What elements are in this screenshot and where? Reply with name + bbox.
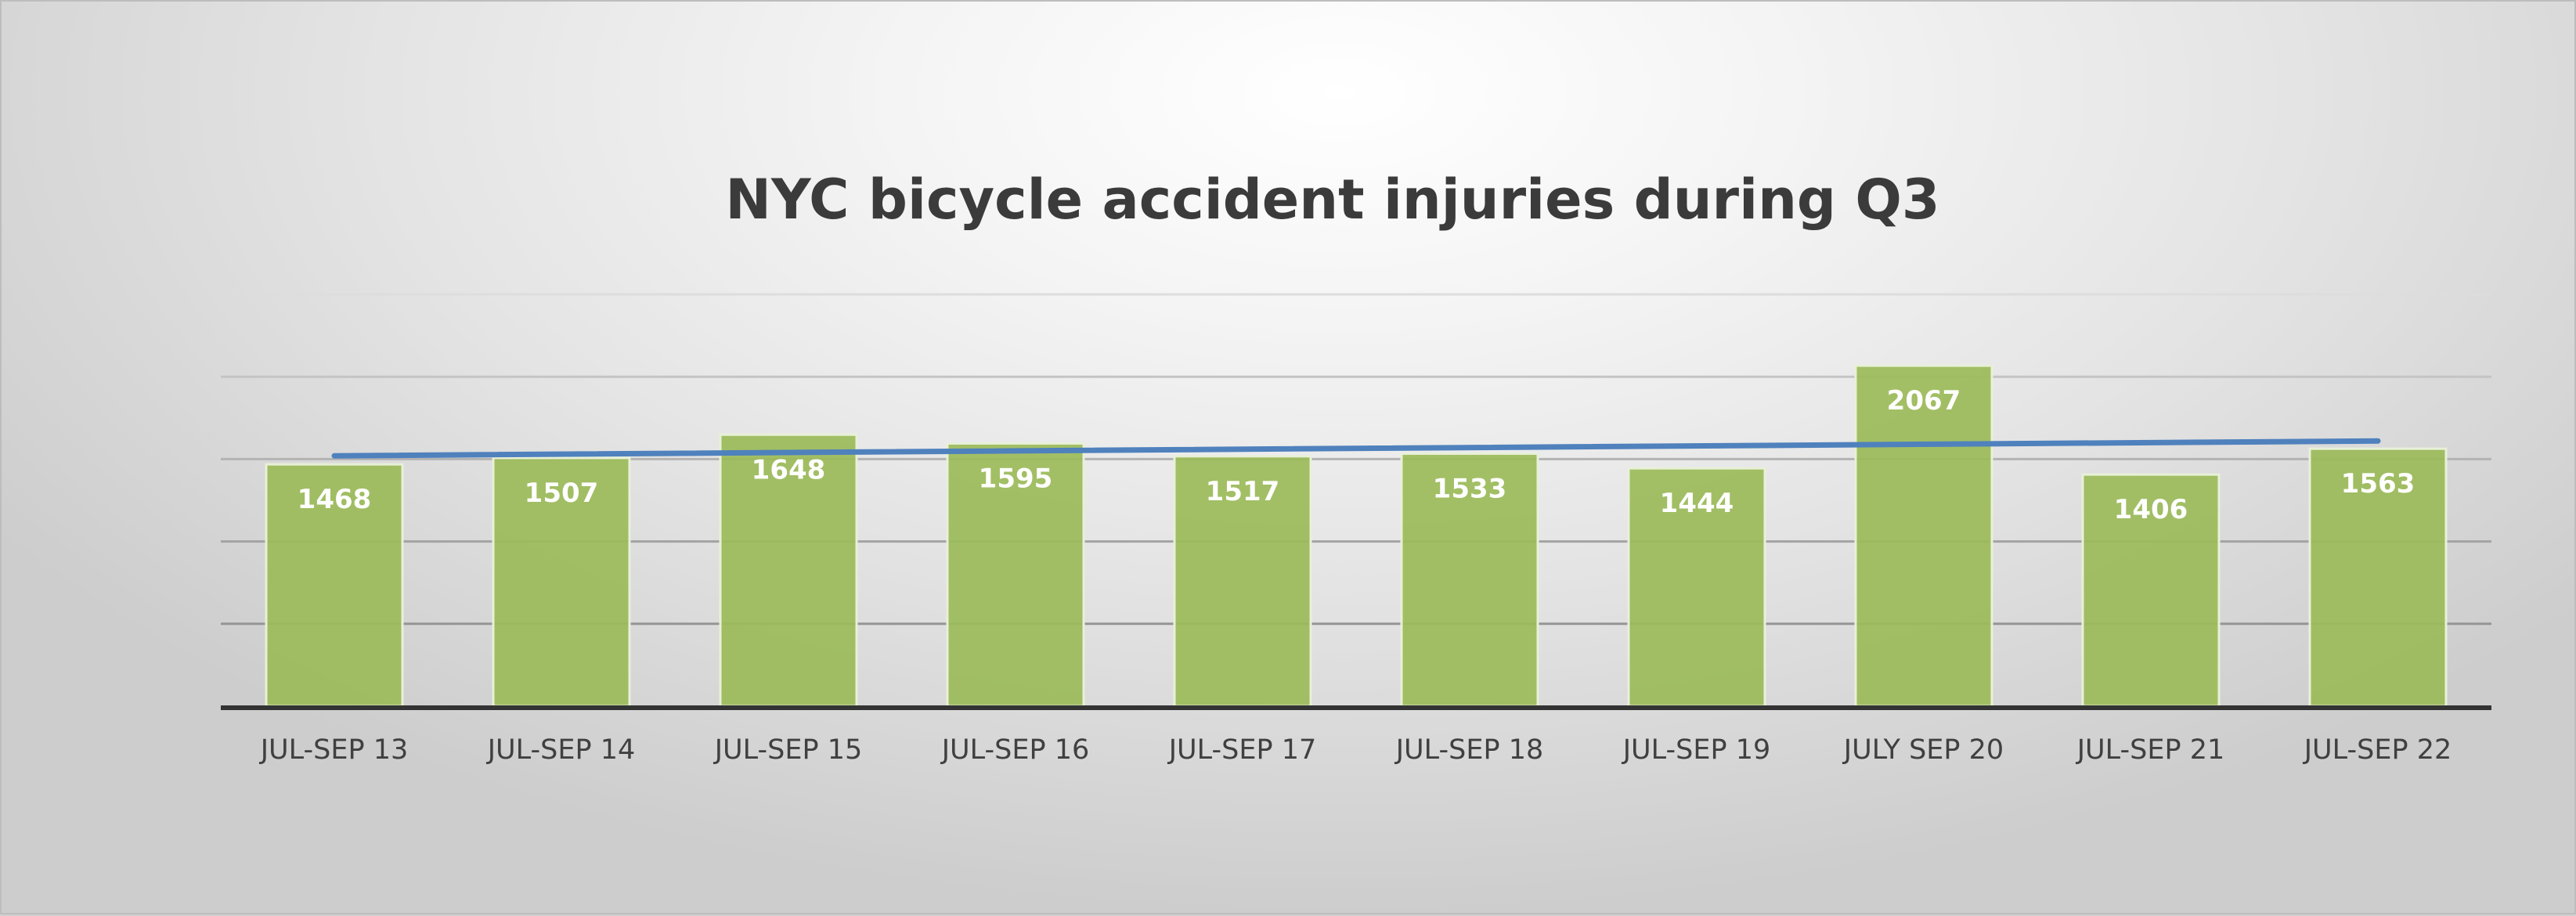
- bar: [719, 433, 858, 708]
- chart-title: NYC bicycle accident injuries during Q3: [725, 168, 1940, 232]
- bar: [1854, 364, 1993, 708]
- x-tick-label: JUL-SEP 21: [2076, 734, 2225, 766]
- data-label: 2067: [1887, 385, 1961, 417]
- bars: [265, 364, 2448, 708]
- data-label: 1533: [1433, 473, 1507, 504]
- x-tick-label: JUL-SEP 17: [1167, 734, 1317, 766]
- x-axis: JUL-SEP 13 JUL-SEP 14 JUL-SEP 15 JUL-SEP 16…: [221, 705, 2491, 766]
- bar: [1173, 455, 1312, 708]
- trendline: [331, 438, 2381, 459]
- x-tick-label: JULY SEP 20: [1842, 734, 2004, 766]
- x-tick-label: JUL-SEP 18: [1394, 734, 1544, 766]
- data-label: 1444: [1660, 488, 1734, 519]
- data-label: 1563: [2341, 468, 2415, 499]
- data-label: 1406: [2114, 494, 2188, 525]
- data-label: 1507: [525, 478, 599, 509]
- bar: [2081, 473, 2221, 708]
- trendline-line: [331, 438, 2381, 459]
- x-tick-label: JUL-SEP 16: [940, 734, 1090, 766]
- data-label: 1648: [752, 454, 826, 485]
- data-label: 1468: [298, 484, 372, 515]
- bar: [946, 442, 1085, 708]
- x-tick-label: JUL-SEP 15: [713, 734, 863, 766]
- bar: [492, 456, 631, 708]
- x-tick-label: JUL-SEP 13: [259, 734, 409, 766]
- bar: [1627, 467, 1766, 708]
- data-label: 1595: [979, 463, 1053, 494]
- bar: [1400, 452, 1539, 708]
- x-tick-label: JUL-SEP 19: [1622, 734, 1771, 766]
- bar: [265, 463, 404, 708]
- x-tick-label: JUL-SEP 22: [2303, 734, 2452, 766]
- data-label: 1517: [1206, 476, 1280, 507]
- x-tick-label: JUL-SEP 14: [486, 734, 636, 766]
- data-labels: 1468 1507 1648 1595 1517 1533 1444 2067 1406 1563: [298, 385, 2415, 525]
